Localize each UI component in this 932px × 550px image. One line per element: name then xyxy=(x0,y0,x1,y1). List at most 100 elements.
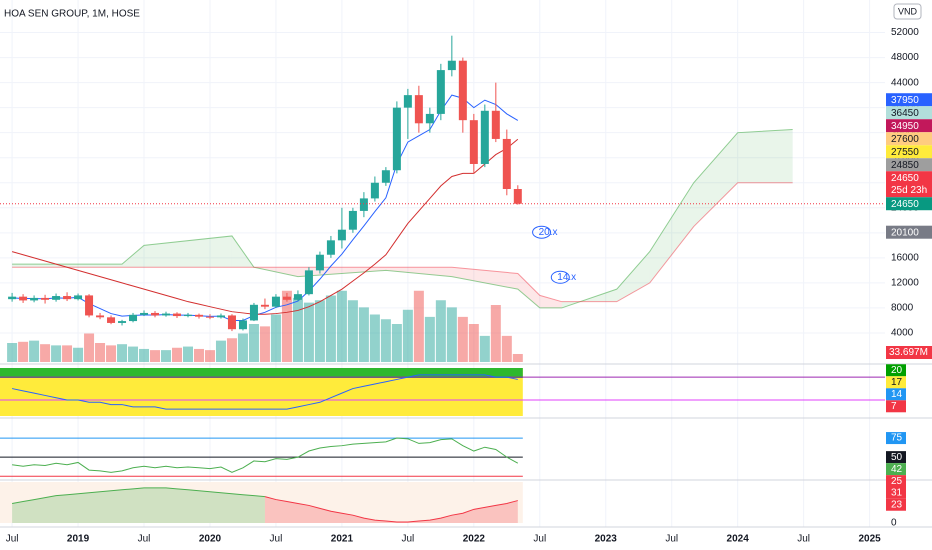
price-label: 24850 xyxy=(891,160,919,171)
volume-bar xyxy=(7,343,18,362)
volume-bar xyxy=(468,324,479,362)
x-tick-label: Jul xyxy=(401,534,414,545)
indicator-area xyxy=(12,487,265,523)
currency-button[interactable] xyxy=(893,3,922,20)
annotation-circle xyxy=(532,225,552,239)
volume-bar xyxy=(106,345,117,362)
axis-label: 50 xyxy=(891,452,903,463)
volume-bar xyxy=(172,347,182,362)
price-label-bg xyxy=(886,93,932,107)
price-label: 24650 xyxy=(891,173,919,184)
x-tick-label: Jul xyxy=(665,534,678,545)
axis-label: 23 xyxy=(891,499,903,510)
axis-label-bg xyxy=(886,451,906,464)
axis-label: 20 xyxy=(891,365,903,376)
cloud-segment xyxy=(451,267,518,290)
candle-body xyxy=(63,296,72,300)
candle-body xyxy=(414,95,423,124)
x-tick-label: 2024 xyxy=(727,534,750,545)
volume-bar xyxy=(270,314,281,362)
candle-body xyxy=(381,170,390,183)
cloud-segment xyxy=(649,182,694,283)
candle-body xyxy=(271,296,280,307)
x-tick-label: Jul xyxy=(797,534,810,545)
volume-bar xyxy=(303,302,314,362)
volume-bar xyxy=(512,353,523,362)
candle-body xyxy=(129,314,138,322)
volume-bar xyxy=(435,300,446,362)
x-tick-label: Jul xyxy=(270,534,283,545)
volume-bar xyxy=(40,344,51,362)
cloud-segment xyxy=(517,273,540,308)
volume-bar xyxy=(479,335,490,362)
candle-body xyxy=(348,210,357,230)
cloud-segment xyxy=(385,267,452,277)
axis-label-bg xyxy=(886,376,906,389)
y-tick-label: 12000 xyxy=(891,278,919,289)
y-tick-label: 8000 xyxy=(891,303,914,314)
volume-bar xyxy=(62,345,73,362)
volume-bar xyxy=(281,290,292,362)
price-label-bg xyxy=(886,132,932,146)
cloud-segment xyxy=(693,132,738,227)
candle-body xyxy=(293,294,302,300)
axis-label: 42 xyxy=(891,464,903,475)
candle-body xyxy=(19,296,28,301)
candle-body xyxy=(140,312,149,315)
candle-body xyxy=(52,296,61,300)
volume-bar xyxy=(215,340,226,362)
price-label: 27550 xyxy=(891,147,919,158)
candle-body xyxy=(304,270,313,295)
price-label-bg xyxy=(886,225,932,239)
volume-bar xyxy=(424,316,435,362)
y-tick-label: 44000 xyxy=(891,77,919,88)
candle-body xyxy=(151,312,160,316)
axis-label: 14 xyxy=(891,389,903,400)
volume-bar xyxy=(259,326,270,362)
candle-body xyxy=(216,315,225,318)
candle-body xyxy=(502,138,511,190)
axis-label: 17 xyxy=(891,377,903,388)
indicator-line xyxy=(12,487,265,504)
candle-body xyxy=(183,314,192,317)
volume-bar xyxy=(117,344,128,362)
y-tick-label: 4000 xyxy=(891,328,914,339)
price-label-bg xyxy=(886,106,932,120)
main-layer: 20.x 14.x xyxy=(0,35,885,523)
volume-bar xyxy=(325,295,336,362)
candle-body xyxy=(205,316,214,318)
price-label-bg xyxy=(886,145,932,159)
volume-bar xyxy=(292,297,303,362)
indicator-area xyxy=(264,496,518,523)
price-label: 34950 xyxy=(891,121,919,132)
x-tick-label: 2023 xyxy=(595,534,618,545)
y-tick-label: 16000 xyxy=(891,253,919,264)
candle-body xyxy=(249,304,258,321)
volume-bar xyxy=(18,341,29,362)
indicator-line xyxy=(12,437,519,473)
x-tick-label: 2020 xyxy=(199,534,222,545)
volume-bar xyxy=(391,324,402,362)
cloud-segment xyxy=(12,264,123,268)
candle-body xyxy=(469,120,478,164)
volume-bar xyxy=(84,333,95,362)
volume-bar xyxy=(413,290,424,362)
volume-bar xyxy=(139,348,150,362)
candle-body xyxy=(447,60,456,71)
volume-bar xyxy=(237,333,248,362)
volume-bar xyxy=(226,338,237,362)
pane-band xyxy=(0,482,523,523)
candle-body xyxy=(458,60,467,121)
volume-bar xyxy=(161,350,172,362)
axis-label: 25 xyxy=(891,476,903,487)
volume-bar xyxy=(204,350,215,362)
currency-label[interactable]: VND xyxy=(898,6,918,16)
candle-body xyxy=(513,189,522,204)
x-tick-label: Jul xyxy=(6,534,19,545)
axis-label-bg xyxy=(886,498,906,511)
candle-body xyxy=(282,296,291,300)
cloud-line xyxy=(12,129,793,309)
x-tick-label: Jul xyxy=(533,534,546,545)
